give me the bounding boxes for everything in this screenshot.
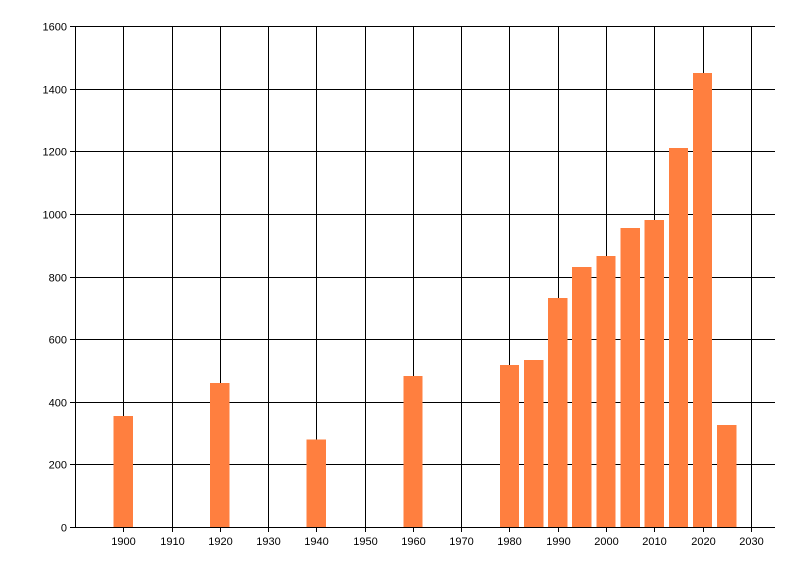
y-tick-label: 0 — [61, 523, 67, 535]
y-tick-label: 1400 — [43, 85, 67, 97]
x-tick-label: 2020 — [691, 536, 715, 548]
x-tick-label: 1910 — [160, 536, 184, 548]
x-tick-label: 1920 — [208, 536, 232, 548]
x-tick-label: 1990 — [546, 536, 570, 548]
bar-2005 — [620, 228, 640, 527]
bar-2010 — [644, 220, 664, 527]
bars — [113, 73, 737, 527]
y-tick-label: 1200 — [43, 147, 67, 159]
x-tick-label: 1960 — [401, 536, 425, 548]
x-tick-label: 1940 — [304, 536, 328, 548]
gridlines — [75, 26, 775, 527]
x-tick-label: 1930 — [256, 536, 280, 548]
y-tick-label: 200 — [49, 460, 67, 472]
y-tick-label: 800 — [49, 273, 67, 285]
bar-2015 — [668, 148, 689, 527]
y-tick-label: 1000 — [43, 210, 67, 222]
x-tick-label: 2010 — [642, 536, 666, 548]
y-tick-label: 600 — [49, 335, 67, 347]
bar-2025 — [717, 425, 737, 527]
bar-1900 — [113, 415, 133, 527]
x-tick-label: 2030 — [739, 536, 763, 548]
axes — [70, 26, 775, 532]
x-tick-label: 1950 — [353, 536, 377, 548]
bar-2020 — [692, 73, 713, 527]
bar-1985 — [524, 360, 544, 527]
bar-1980 — [499, 365, 520, 527]
bar-1990 — [548, 297, 568, 527]
y-tick-label: 1600 — [43, 22, 67, 34]
bar-1920 — [210, 383, 230, 527]
bar-2000 — [596, 256, 616, 527]
bar-1995 — [572, 267, 592, 527]
y-tick-label: 400 — [49, 398, 67, 410]
x-tick-label: 1970 — [449, 536, 473, 548]
bar-1940 — [306, 439, 326, 527]
tick-labels: 0 200 400 600 800 1000 1200 1400 1600 1900 1910 192… — [43, 22, 764, 549]
x-tick-label: 2000 — [594, 536, 618, 548]
x-tick-label: 1980 — [497, 536, 521, 548]
bar-1960 — [403, 376, 423, 527]
x-tick-label: 1900 — [111, 536, 135, 548]
